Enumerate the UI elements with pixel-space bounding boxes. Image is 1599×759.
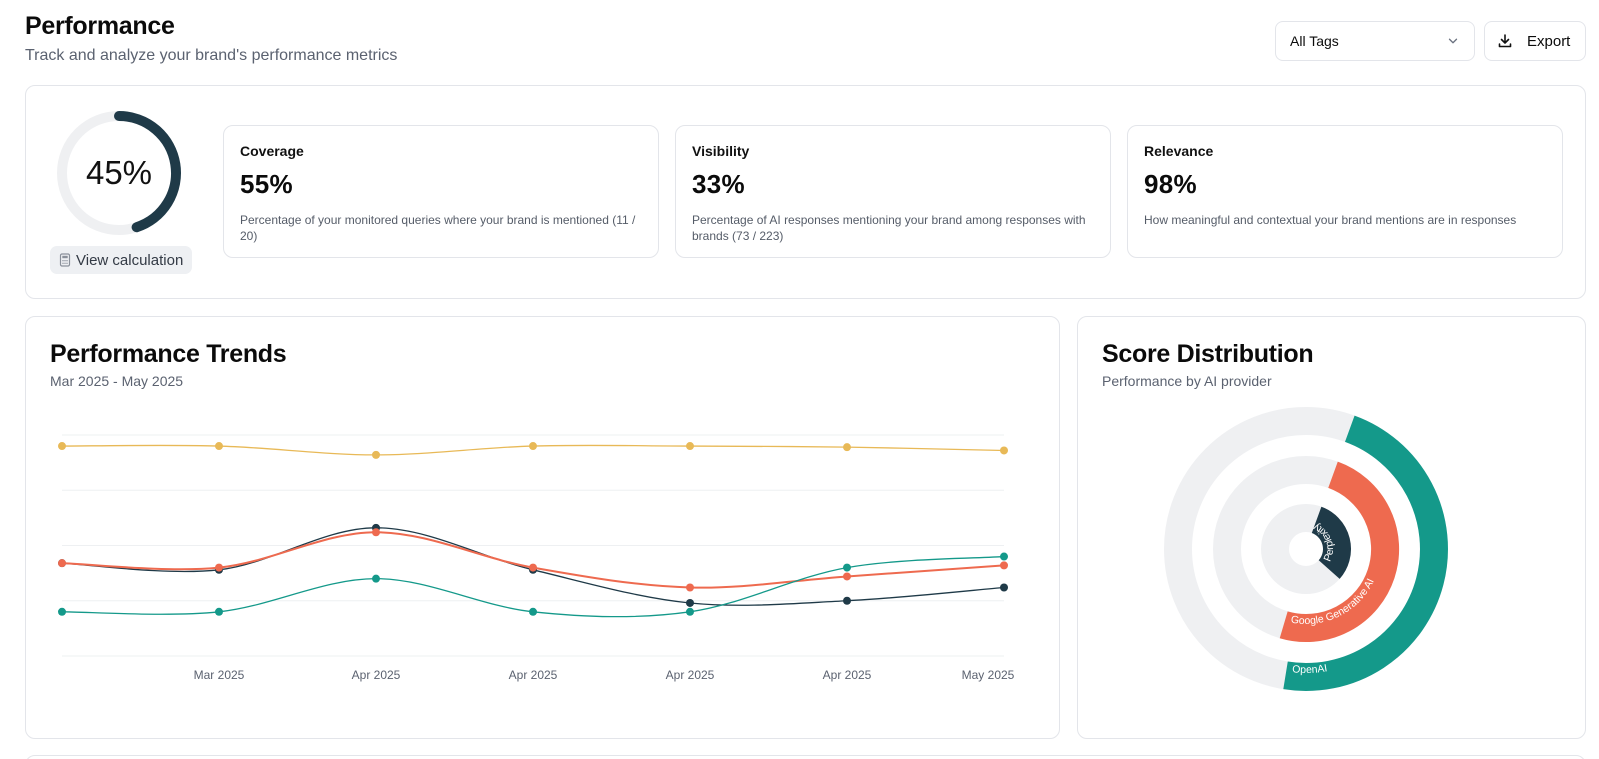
metric-description: Percentage of AI responses mentioning yo…: [692, 213, 1086, 243]
data-point: [843, 572, 851, 581]
data-point: [372, 574, 380, 583]
distribution-subtitle: Performance by AI provider: [1102, 373, 1272, 389]
data-point: [686, 583, 694, 592]
ring-arc: [1279, 461, 1400, 643]
data-point: [843, 563, 851, 572]
ring-label: OpenAI: [1292, 662, 1328, 676]
data-point: [372, 450, 380, 459]
data-point: [686, 598, 694, 607]
x-tick-label: Apr 2025: [509, 668, 558, 682]
page-subtitle: Track and analyze your brand's performan…: [25, 47, 398, 64]
distribution-title: Score Distribution: [1102, 340, 1314, 368]
data-point: [58, 607, 66, 616]
view-calculation-button[interactable]: View calculation: [50, 246, 193, 274]
relevance-metric-card: Relevance 98% How meaningful and context…: [1127, 125, 1563, 258]
tag-filter-value: All Tags: [1290, 33, 1339, 49]
calculator-icon: [59, 253, 71, 267]
x-tick-label: Apr 2025: [352, 668, 401, 682]
series-2: [58, 528, 1008, 592]
metric-description: Percentage of your monitored queries whe…: [240, 213, 636, 243]
data-point: [1000, 583, 1008, 592]
data-point: [372, 528, 380, 537]
overall-score-value: 45%: [85, 154, 153, 191]
metric-value: 33%: [692, 169, 745, 199]
overall-score-gauge: [57, 111, 181, 235]
x-tick-label: Apr 2025: [666, 668, 715, 682]
x-tick-label: Mar 2025: [194, 668, 245, 682]
data-point: [1000, 561, 1008, 570]
score-distribution-card: Score Distribution Performance by AI pro…: [1077, 316, 1586, 739]
next-section-card: [25, 755, 1586, 759]
data-point: [1000, 552, 1008, 561]
metric-title: Coverage: [240, 143, 304, 159]
x-tick-label: May 2025: [962, 668, 1015, 682]
data-point: [215, 607, 223, 616]
ring-arc: [1310, 506, 1351, 579]
series-line: [61, 531, 1005, 589]
trends-date-range: Mar 2025 - May 2025: [50, 373, 184, 389]
data-point: [529, 442, 537, 451]
coverage-metric-card: Coverage 55% Percentage of your monitore…: [223, 125, 659, 258]
data-point: [58, 559, 66, 568]
x-tick-label: Apr 2025: [823, 668, 872, 682]
data-point: [215, 442, 223, 451]
ring-arc: [1283, 415, 1448, 691]
metric-title: Relevance: [1144, 143, 1214, 159]
series-3: [58, 552, 1008, 618]
performance-trends-card: Performance Trends Mar 2025 - May 2025 M…: [25, 316, 1060, 739]
data-point: [686, 607, 694, 616]
performance-trends-chart: Mar 2025 Apr 2025 Apr 2025 Apr 2025 Apr 2025…: [58, 434, 1015, 682]
overall-score-arc: [114, 111, 181, 233]
data-point: [529, 607, 537, 616]
data-point: [843, 596, 851, 605]
view-calculation-label: View calculation: [76, 251, 184, 269]
visibility-metric-card: Visibility 33% Percentage of AI response…: [675, 125, 1111, 258]
chevron-down-icon: [1448, 38, 1458, 44]
data-point: [843, 443, 851, 452]
chart-gridlines: [62, 434, 1004, 657]
summary-card: 45% View calculation Coverage 55% Percen…: [25, 85, 1586, 299]
metric-value: 55%: [240, 169, 293, 199]
metric-title: Visibility: [692, 143, 750, 159]
tag-filter-select[interactable]: All Tags: [1275, 21, 1475, 61]
metric-description: How meaningful and contextual your brand…: [1144, 213, 1517, 227]
trends-title: Performance Trends: [50, 340, 287, 368]
data-point: [1000, 446, 1008, 455]
data-point: [215, 563, 223, 572]
data-point: [686, 442, 694, 451]
series-0: [58, 442, 1008, 459]
export-label: Export: [1527, 32, 1571, 50]
data-point: [529, 563, 537, 572]
download-icon: [1498, 34, 1512, 48]
data-point: [58, 442, 66, 451]
page-header: Performance Track and analyze your brand…: [25, 12, 397, 65]
metric-value: 98%: [1144, 169, 1197, 199]
page-title: Performance: [25, 12, 175, 40]
export-button[interactable]: Export: [1484, 21, 1586, 61]
